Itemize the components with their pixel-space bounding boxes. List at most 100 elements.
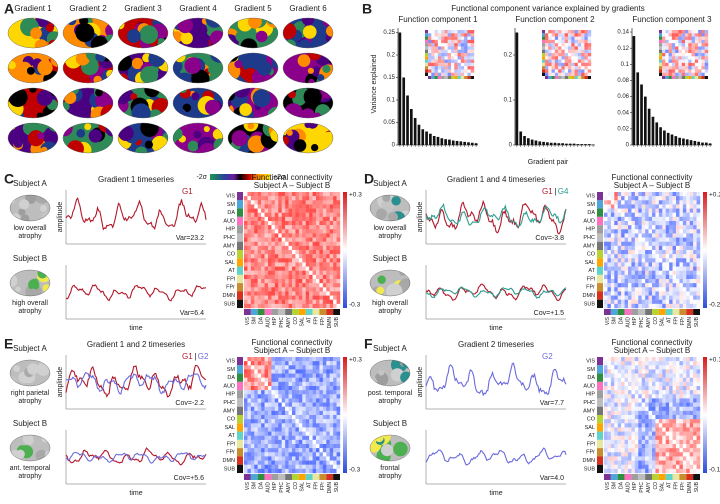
matrix-cell bbox=[669, 365, 673, 370]
matrix-cell bbox=[271, 229, 276, 234]
matrix-cell bbox=[665, 402, 670, 407]
matrix-cell bbox=[244, 460, 248, 465]
matrix-cell bbox=[548, 66, 552, 70]
matrix-cell bbox=[278, 225, 282, 230]
matrix-cell bbox=[250, 258, 255, 263]
matrix-cell bbox=[322, 452, 327, 457]
matrix-cell bbox=[254, 200, 258, 205]
matrix-cell bbox=[648, 381, 653, 387]
matrix-cell bbox=[281, 196, 286, 201]
matrix-cell bbox=[278, 386, 282, 391]
matrix-cell bbox=[288, 241, 293, 247]
brain-region bbox=[8, 88, 28, 108]
matrix-cell bbox=[631, 431, 636, 436]
matrix-cell bbox=[621, 460, 625, 465]
chart-title: Function component 3 bbox=[632, 15, 712, 24]
matrix-cell bbox=[693, 212, 697, 218]
bar bbox=[549, 142, 553, 145]
matrix-cell bbox=[292, 299, 296, 305]
brain-region bbox=[37, 60, 53, 76]
matrix-cell bbox=[638, 448, 642, 453]
brain-region bbox=[322, 18, 332, 27]
network-strip bbox=[668, 76, 672, 79]
matrix-cell bbox=[312, 196, 317, 201]
bar bbox=[568, 143, 572, 145]
matrix-cell bbox=[329, 377, 334, 383]
matrix-cell bbox=[696, 196, 701, 201]
network-label: AMY bbox=[286, 481, 292, 493]
matrix-cell bbox=[316, 303, 320, 309]
matrix-cell bbox=[621, 381, 625, 387]
matrix-cell bbox=[336, 377, 341, 383]
timeseries-line bbox=[65, 364, 207, 398]
matrix-cell bbox=[607, 386, 612, 391]
matrix-cell bbox=[679, 406, 684, 412]
brain-region bbox=[13, 138, 23, 148]
matrix-cell bbox=[604, 241, 608, 247]
matrix-cell bbox=[696, 216, 701, 222]
matrix-cell bbox=[244, 365, 248, 370]
matrix-cell bbox=[288, 381, 293, 387]
bar bbox=[534, 140, 538, 145]
matrix-cell bbox=[457, 30, 462, 34]
matrix-cell bbox=[696, 357, 701, 362]
matrix-cell bbox=[682, 456, 687, 461]
matrix-cell bbox=[336, 402, 341, 407]
matrix-cell bbox=[638, 225, 642, 230]
matrix-cell bbox=[268, 287, 272, 292]
matrix-cell bbox=[312, 192, 317, 197]
matrix-cell bbox=[638, 464, 642, 470]
matrix-cell bbox=[614, 216, 618, 222]
matrix-cell bbox=[665, 66, 669, 70]
matrix-cell bbox=[261, 468, 265, 474]
matrix-cell bbox=[295, 373, 300, 378]
matrix-cell bbox=[316, 221, 320, 226]
matrix-cell bbox=[641, 221, 646, 226]
matrix-cell bbox=[278, 398, 282, 403]
matrix-cell bbox=[628, 241, 632, 247]
matrix-cell bbox=[316, 279, 320, 284]
matrix-cell bbox=[302, 287, 306, 292]
matrix-cell bbox=[624, 192, 629, 197]
matrix-cell bbox=[669, 216, 673, 222]
network-strip bbox=[659, 59, 662, 63]
matrix-cell bbox=[264, 369, 269, 374]
matrix-cell bbox=[428, 66, 432, 70]
matrix-cell bbox=[691, 43, 696, 47]
matrix-cell bbox=[679, 303, 684, 309]
matrix-cell bbox=[309, 398, 313, 403]
matrix-cell bbox=[696, 266, 701, 271]
matrix-cell bbox=[607, 377, 612, 383]
matrix-cell bbox=[641, 208, 646, 213]
network-strip bbox=[679, 474, 687, 480]
matrix-cell bbox=[676, 270, 680, 276]
matrix-cell bbox=[292, 361, 296, 366]
network-label: SUB bbox=[224, 301, 236, 307]
matrix-cell bbox=[545, 49, 549, 54]
matrix-cell bbox=[701, 72, 705, 77]
matrix-cell bbox=[607, 398, 612, 403]
matrix-cell bbox=[268, 456, 272, 461]
matrix-cell bbox=[261, 390, 265, 395]
matrix-cell bbox=[250, 279, 255, 284]
brain-region bbox=[118, 20, 125, 30]
matrix-cell bbox=[250, 254, 255, 259]
matrix-cell bbox=[621, 439, 625, 445]
matrix-cell bbox=[645, 410, 649, 416]
matrix-cell bbox=[305, 299, 310, 305]
matrix-cell bbox=[336, 225, 341, 230]
bar bbox=[546, 142, 549, 145]
matrix-cell bbox=[624, 258, 629, 263]
matrix-cell bbox=[679, 254, 684, 259]
matrix-cell bbox=[247, 365, 252, 370]
matrix-cell bbox=[669, 435, 673, 441]
matrix-cell bbox=[244, 373, 248, 378]
matrix-cell bbox=[648, 221, 653, 226]
matrix-cell bbox=[322, 225, 327, 230]
matrix-cell bbox=[614, 283, 618, 288]
matrix-cell bbox=[278, 291, 282, 296]
matrix-cell bbox=[686, 373, 690, 378]
stat-label: Var=7.7 bbox=[540, 400, 564, 407]
legend-entry: G1 bbox=[542, 187, 553, 196]
matrix-cell bbox=[264, 398, 269, 403]
